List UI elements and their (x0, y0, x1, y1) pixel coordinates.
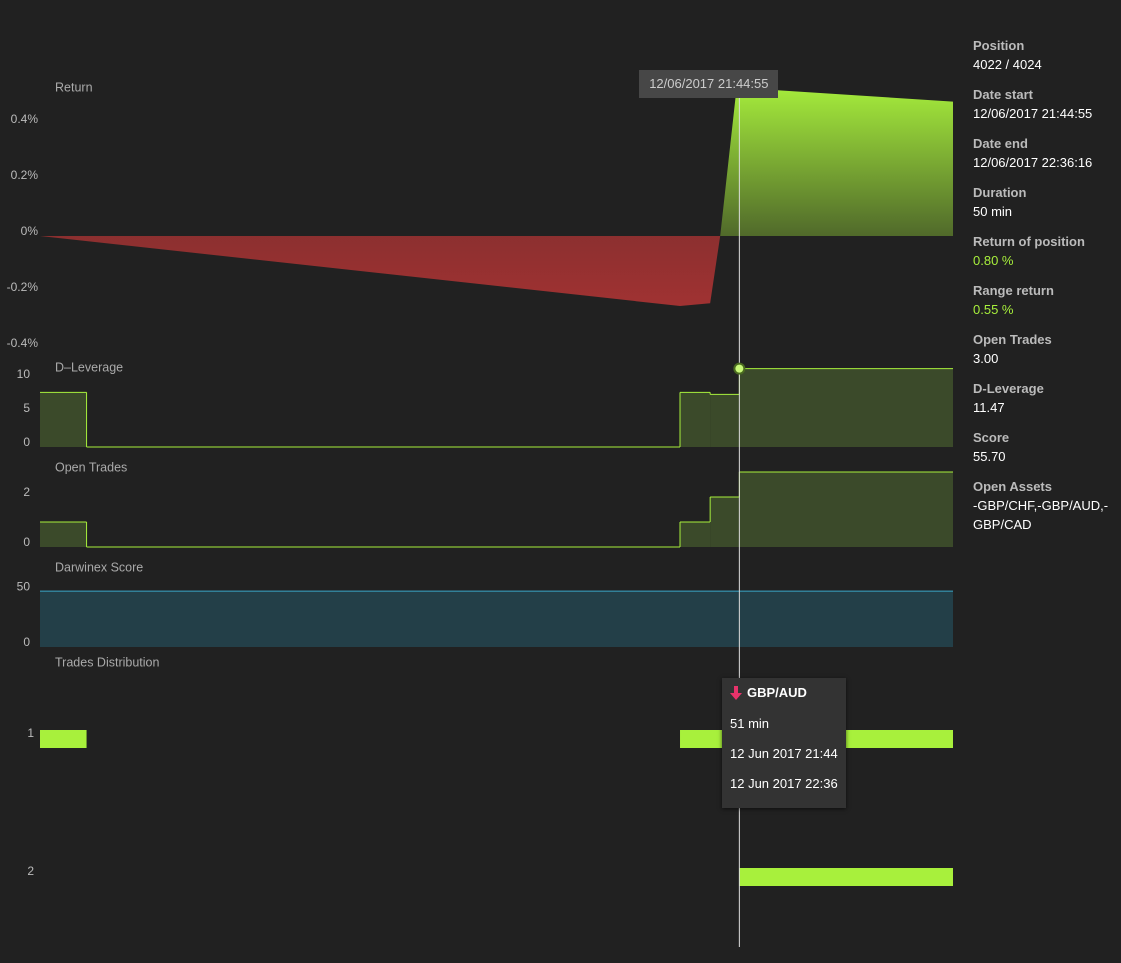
cursor-marker (733, 362, 746, 375)
panel-label: Open Trades (973, 332, 1052, 347)
tooltip-symbol: GBP/AUD (747, 685, 807, 700)
y-tick-label: 0.2% (11, 168, 39, 182)
y-tick-label: -0.2% (7, 280, 39, 294)
panel-value: 12/06/2017 22:36:16 (973, 155, 1093, 170)
y-tick-label: -0.4% (7, 336, 39, 350)
chart-title: D–Leverage (55, 360, 123, 374)
panel-label: Return of position (973, 234, 1085, 249)
panel-item: D-Leverage 11.47 (973, 379, 1111, 428)
panel-value: -GBP/CHF,-GBP/AUD,-GBP/CAD (973, 498, 1109, 532)
panel-label: Position (973, 38, 1025, 53)
panel-item: Score 55.70 (973, 428, 1111, 477)
panel-value: 50 min (973, 204, 1013, 219)
position-panel: Position 4022 / 4024 Date start 12/06/2017 … (973, 36, 1111, 532)
panel-value: 0.80 % (973, 253, 1014, 268)
tooltip-duration: 51 min (730, 716, 770, 731)
panel-label: Open Assets (973, 479, 1052, 494)
return-area (40, 87, 953, 306)
panel-item: Duration 50 min (973, 183, 1111, 232)
step-area (40, 522, 87, 547)
trade-bar (739, 868, 953, 886)
step-area (680, 522, 711, 547)
panel-value: 3.00 (973, 351, 999, 366)
panel-label: Duration (973, 185, 1027, 200)
step-area (710, 497, 740, 547)
panel-label: Score (973, 430, 1010, 445)
chart-title: Return (55, 80, 93, 94)
panel-value: 11.47 (973, 400, 1005, 415)
step-area (40, 591, 953, 647)
panel-label: Date start (973, 87, 1033, 102)
panel-value: 0.55 % (973, 302, 1014, 317)
y-tick-label: 0 (23, 535, 30, 549)
y-tick-label: 0% (21, 224, 39, 238)
y-tick-label: 1 (27, 726, 34, 740)
y-tick-label: 5 (23, 401, 30, 415)
tooltip-end: 12 Jun 2017 22:36 (730, 776, 838, 791)
panel-label: Date end (973, 136, 1028, 151)
y-tick-label: 10 (17, 367, 31, 381)
panel-label: D-Leverage (973, 381, 1044, 396)
step-area (710, 394, 740, 447)
y-tick-label: 2 (23, 485, 30, 499)
chart-title: Trades Distribution (55, 655, 159, 669)
panel-item: Open Assets -GBP/CHF,-GBP/AUD,-GBP/CAD (973, 477, 1111, 532)
y-tick-label: 50 (17, 579, 31, 593)
panel-item: Open Trades 3.00 (973, 330, 1111, 379)
step-area (739, 472, 953, 547)
panel-value: 12/06/2017 21:44:55 (973, 106, 1093, 121)
down-arrow-icon (730, 686, 742, 700)
panel-value: 4022 / 4024 (973, 57, 1042, 72)
panel-item: Position 4022 / 4024 (973, 36, 1111, 85)
step-area (680, 392, 711, 447)
panel-value: 55.70 (973, 449, 1006, 464)
y-tick-label: 0 (23, 435, 30, 449)
trade-bar (40, 730, 87, 748)
tooltip-start: 12 Jun 2017 21:44 (730, 746, 838, 761)
chart-title: Open Trades (55, 460, 127, 474)
y-tick-label: 0 (23, 635, 30, 649)
step-area (739, 368, 953, 447)
panel-item: Date end 12/06/2017 22:36:16 (973, 134, 1111, 183)
trade-tooltip: GBP/AUD 51 min 12 Jun 2017 21:44 12 Jun … (722, 678, 846, 808)
cursor-label: 12/06/2017 21:44:55 (639, 70, 779, 98)
y-tick-label: 2 (27, 864, 34, 878)
panel-item: Range return 0.55 % (973, 281, 1111, 330)
panel-item: Date start 12/06/2017 21:44:55 (973, 85, 1111, 134)
step-area (40, 392, 87, 447)
chart-title: Darwinex Score (55, 560, 143, 574)
panel-label: Range return (973, 283, 1054, 298)
panel-item: Return of position 0.80 % (973, 232, 1111, 281)
y-tick-label: 0.4% (11, 112, 39, 126)
